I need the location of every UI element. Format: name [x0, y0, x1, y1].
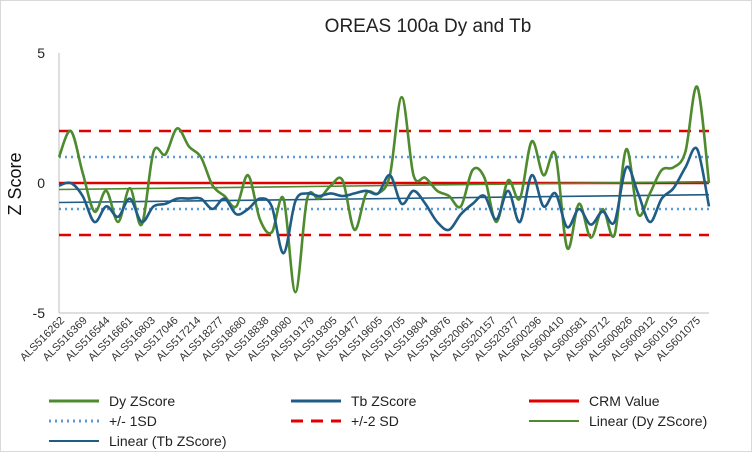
tb-zscore-line — [58, 146, 711, 255]
y-tick-label: 5 — [37, 45, 45, 61]
legend-label-crm-value: CRM Value — [589, 393, 660, 409]
legend-label-linear-dy-zscore: Linear (Dy ZScore) — [589, 413, 707, 429]
legend-label-linear-tb-zscore: Linear (Tb ZScore) — [109, 433, 226, 449]
linear-tb-zscore-line — [58, 193, 710, 204]
legend-label-2-sd: +/-2 SD — [351, 413, 399, 429]
legend-label-1sd: +/- 1SD — [109, 413, 157, 429]
legend-label-tb-zscore: Tb ZScore — [351, 393, 417, 409]
dy-zscore-line — [57, 85, 711, 294]
y-tick-label: 0 — [37, 175, 45, 191]
y-tick-label: -5 — [33, 305, 46, 321]
series-lines — [57, 85, 711, 294]
legend: Dy ZScore Tb ZScore CRM Value +/- 1SD +/-2 S… — [49, 393, 707, 449]
x-tick-labels: ALS516262ALS516369ALS516544ALS516661ALS5… — [18, 315, 703, 364]
y-axis-label: Z Score — [5, 152, 25, 215]
chart-title: OREAS 100a Dy and Tb — [325, 16, 532, 37]
legend-label-dy-zscore: Dy ZScore — [109, 393, 175, 409]
y-tick-labels: 5 0 -5 — [33, 45, 46, 321]
